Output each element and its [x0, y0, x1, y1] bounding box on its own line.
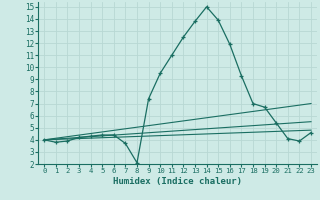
- X-axis label: Humidex (Indice chaleur): Humidex (Indice chaleur): [113, 177, 242, 186]
